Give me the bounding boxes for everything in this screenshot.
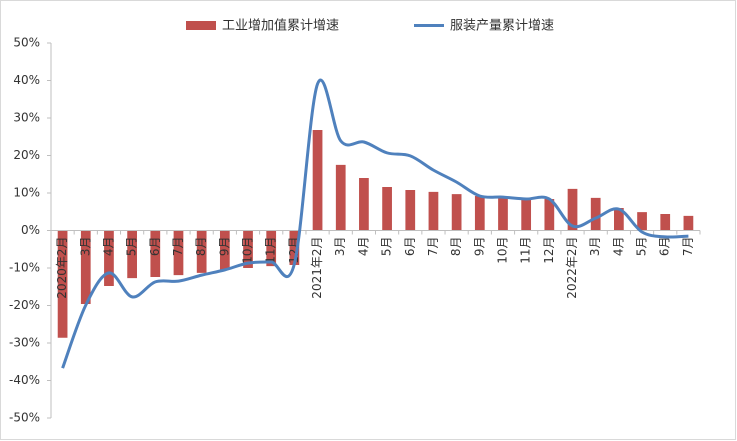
x-tick-label: 4月 (101, 237, 115, 257)
legend-label: 服装产量累计增速 (450, 19, 554, 34)
bar (474, 196, 485, 231)
bar (567, 188, 578, 231)
x-tick-label: 8月 (194, 237, 208, 257)
bar (173, 230, 184, 276)
bar (544, 199, 555, 231)
y-tick-label: 30% (13, 111, 40, 125)
x-tick-label: 3月 (333, 237, 347, 257)
bar (80, 230, 91, 304)
bar (219, 230, 230, 270)
bar (614, 208, 624, 231)
y-tick-label: 50% (13, 36, 40, 50)
x-tick-label: 5月 (125, 237, 139, 257)
bar (683, 215, 694, 231)
y-tick-label: 10% (13, 186, 40, 200)
bar (451, 194, 462, 231)
x-tick-label: 6月 (658, 237, 672, 257)
bar (637, 212, 647, 231)
x-tick-label: 5月 (380, 237, 394, 257)
x-tick-label: 3月 (588, 237, 602, 257)
x-tick-label: 11月 (519, 237, 533, 264)
x-tick-label: 6月 (403, 237, 417, 257)
legend-swatch (186, 21, 216, 30)
x-tick-label: 4月 (611, 237, 625, 257)
x-tick-label: 8月 (449, 237, 463, 257)
x-tick-label: 10月 (241, 237, 255, 264)
bar (335, 164, 346, 231)
x-tick-label: 7月 (426, 237, 440, 257)
x-tick-label: 12月 (542, 237, 556, 264)
bar (359, 178, 369, 231)
legend-label: 工业增加值累计增速 (222, 18, 339, 34)
y-tick-label: -10% (9, 261, 40, 275)
bar (405, 190, 416, 231)
bar (382, 187, 392, 231)
x-tick-label: 10月 (495, 237, 509, 264)
bar (127, 230, 137, 279)
bar (590, 197, 601, 231)
bar (660, 214, 671, 231)
x-tick-label: 9月 (472, 237, 486, 257)
x-tick-label: 7月 (681, 237, 695, 257)
bar (428, 191, 439, 231)
y-tick-label: -20% (9, 298, 40, 312)
y-tick-label: 0% (21, 223, 40, 237)
y-tick-label: -50% (9, 411, 40, 425)
bar (150, 230, 161, 277)
x-tick-label: 4月 (356, 237, 370, 257)
bar (521, 197, 532, 231)
bar (57, 230, 68, 338)
y-tick-label: 20% (13, 148, 40, 162)
bar (498, 197, 508, 231)
x-tick-label: 11月 (264, 237, 278, 264)
legend: 工业增加值累计增速 服装产量累计增速 (186, 18, 554, 34)
x-tick-label: 2022年2月 (565, 237, 579, 299)
bar (266, 230, 277, 267)
x-tick-label: 9月 (217, 237, 231, 257)
line (61, 78, 689, 369)
x-tick-label: 3月 (78, 237, 92, 257)
x-tick-label: 2021年2月 (310, 237, 324, 299)
y-tick-label: 40% (13, 73, 40, 87)
y-tick-label: -30% (9, 336, 40, 350)
bar (289, 230, 300, 265)
y-tick-label: -40% (9, 373, 40, 387)
bar (196, 230, 207, 273)
x-tick-label: 6月 (148, 237, 162, 257)
x-tick-label: 2020年2月 (55, 237, 69, 299)
x-tick-label: 7月 (171, 237, 185, 257)
x-tick-label: 5月 (635, 237, 649, 257)
bar (243, 230, 253, 268)
bar (312, 130, 323, 231)
bar (104, 230, 114, 286)
